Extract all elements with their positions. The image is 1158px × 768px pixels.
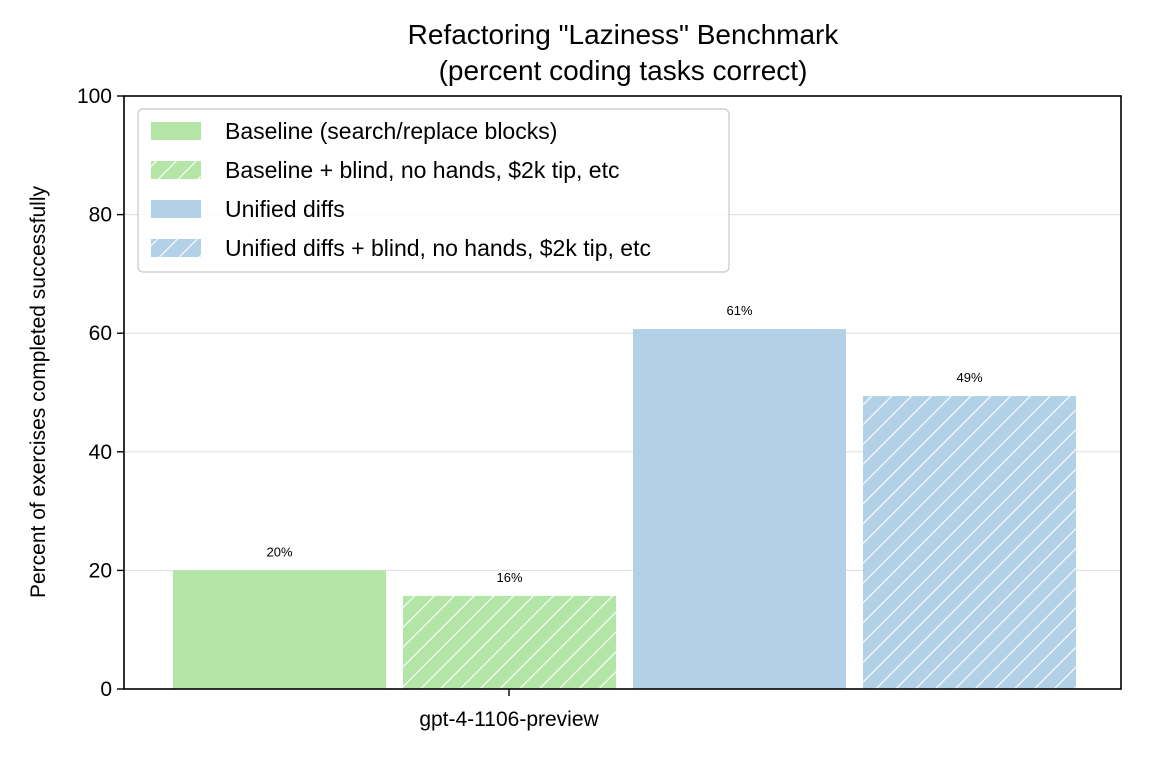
bar [403, 595, 616, 689]
bars [173, 329, 1076, 689]
y-axis-ticks: 0 20 40 60 80 100 [77, 85, 124, 701]
legend-label: Unified diffs + blind, no hands, $2k tip… [225, 235, 651, 261]
x-axis-ticks: gpt-4-1106-preview [419, 689, 600, 731]
bar [863, 396, 1076, 689]
bar [633, 329, 846, 689]
legend-swatch [151, 161, 201, 179]
y-axis-label: Percent of exercises completed successfu… [27, 185, 50, 598]
x-tick-label: gpt-4-1106-preview [419, 708, 599, 731]
chart-subtitle: (percent coding tasks correct) [439, 55, 808, 86]
bar-value-label: 61% [726, 303, 752, 318]
bar-value-label: 49% [956, 370, 982, 385]
legend-swatch [151, 200, 201, 218]
legend-label: Baseline + blind, no hands, $2k tip, etc [225, 157, 619, 183]
y-tick-label: 40 [89, 441, 112, 464]
y-tick-label: 60 [89, 322, 112, 345]
legend-label: Baseline (search/replace blocks) [225, 118, 557, 144]
legend-box [137, 108, 730, 273]
y-tick-label: 100 [77, 85, 112, 108]
plot-frame [123, 95, 1122, 690]
y-tick-label: 0 [100, 678, 112, 701]
legend-swatch [151, 122, 201, 140]
legend-label: Unified diffs [225, 196, 345, 222]
data-labels: 20% 16% 61% 49% [266, 303, 982, 585]
bar-value-label: 20% [266, 544, 292, 559]
bar-value-label: 16% [496, 570, 522, 585]
y-tick-label: 80 [89, 204, 112, 227]
chart-title: Refactoring "Laziness" Benchmark [408, 19, 840, 50]
y-tick-label: 20 [89, 559, 112, 582]
bar [173, 570, 386, 689]
legend: Baseline (search/replace blocks) Baseline… [137, 108, 730, 273]
legend-swatch [151, 239, 201, 257]
